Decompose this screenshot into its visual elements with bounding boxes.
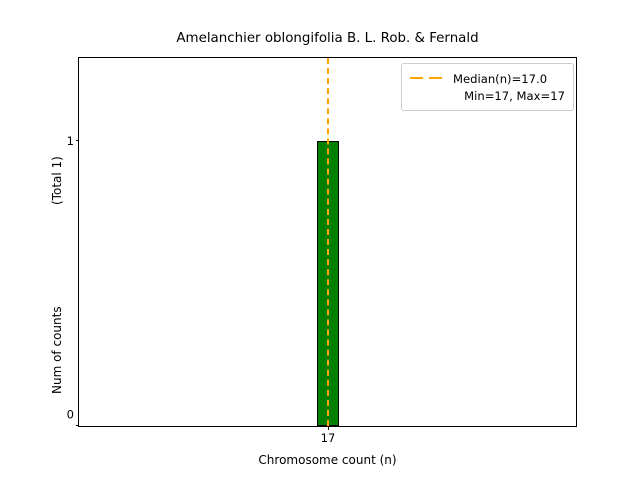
- xtick-mark-17: [328, 426, 329, 430]
- xtick-label-17: 17: [320, 431, 336, 445]
- y-axis-label: Num of counts: [50, 306, 64, 394]
- y-axis-label-group: Num of counts (Total 1): [0, 57, 64, 427]
- legend-row-minmax: Min=17, Max=17: [409, 87, 565, 104]
- ytick-mark-1: [75, 140, 79, 141]
- legend-label-median: Median(n)=17.0: [453, 71, 548, 86]
- ytick-label-1: 1: [66, 133, 74, 148]
- x-axis-label: Chromosome count (n): [258, 453, 397, 467]
- median-line: [327, 58, 329, 426]
- dashed-line-icon: [409, 73, 445, 84]
- chart-title: Amelanchier oblongifolia B. L. Rob. & Fe…: [176, 31, 479, 46]
- y-axis-total-label: (Total 1): [50, 156, 64, 205]
- legend-label-minmax: Min=17, Max=17: [464, 88, 565, 103]
- chart-legend: Median(n)=17.0 Min=17, Max=17: [401, 63, 574, 111]
- ytick-label-0: 0: [66, 406, 74, 421]
- plot-area: 0 1 17 Median(n)=17.0 Min=17, Max=17: [67, 57, 577, 444]
- legend-row-median: Median(n)=17.0: [409, 70, 565, 87]
- ytick-mark-0: [75, 425, 79, 426]
